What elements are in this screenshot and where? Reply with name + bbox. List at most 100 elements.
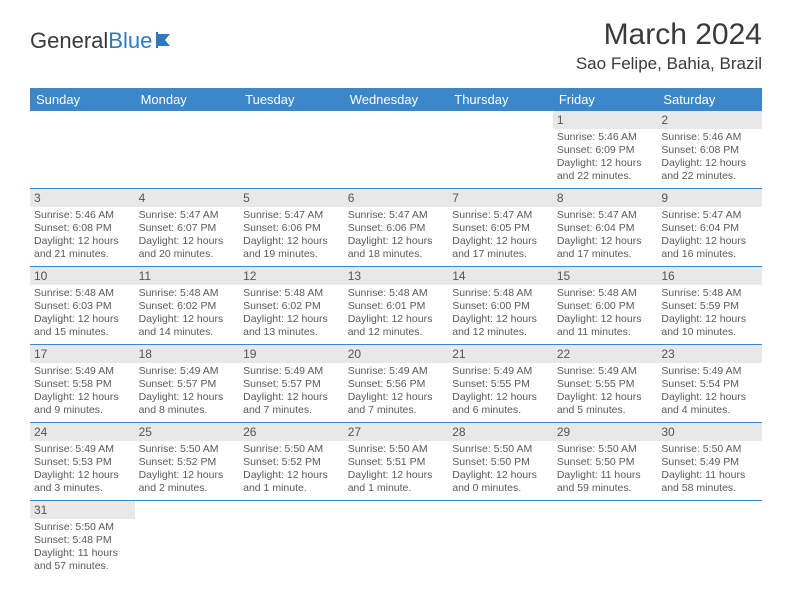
day-details: Sunrise: 5:47 AMSunset: 6:07 PMDaylight:… <box>135 207 240 261</box>
day-detail-line: and 2 minutes. <box>139 482 236 495</box>
calendar-empty-cell <box>448 111 553 189</box>
day-detail-line: Daylight: 12 hours <box>661 313 758 326</box>
calendar-table: SundayMondayTuesdayWednesdayThursdayFrid… <box>30 88 762 579</box>
calendar-empty-cell <box>135 111 240 189</box>
day-detail-line: Sunset: 6:09 PM <box>557 144 654 157</box>
day-number: 20 <box>344 345 449 363</box>
day-detail-line: and 12 minutes. <box>348 326 445 339</box>
day-detail-line: Sunrise: 5:46 AM <box>557 131 654 144</box>
calendar-day-cell: 17 Sunrise: 5:49 AMSunset: 5:58 PMDayligh… <box>30 345 135 423</box>
day-number: 24 <box>30 423 135 441</box>
day-detail-line: and 10 minutes. <box>661 326 758 339</box>
calendar-day-cell: 2Sunrise: 5:46 AMSunset: 6:08 PMDaylight… <box>657 111 762 189</box>
day-number: 29 <box>553 423 658 441</box>
calendar-empty-cell <box>657 501 762 579</box>
day-detail-line: and 17 minutes. <box>452 248 549 261</box>
calendar-week-row: 17Sunrise: 5:49 AMSunset: 5:58 PMDayligh… <box>30 345 762 423</box>
day-detail-line: Sunset: 5:54 PM <box>661 378 758 391</box>
day-details: Sunrise: 5:50 AMSunset: 5:50 PMDaylight:… <box>553 441 658 495</box>
day-detail-line: and 14 minutes. <box>139 326 236 339</box>
day-detail-line: Sunset: 5:48 PM <box>34 534 131 547</box>
day-detail-line: Daylight: 12 hours <box>348 235 445 248</box>
day-number: 17 <box>30 345 135 363</box>
day-detail-line: Sunset: 6:03 PM <box>34 300 131 313</box>
day-detail-line: Daylight: 12 hours <box>557 313 654 326</box>
day-detail-line: Sunrise: 5:49 AM <box>34 365 131 378</box>
day-details: Sunrise: 5:48 AMSunset: 5:59 PMDaylight:… <box>657 285 762 339</box>
day-detail-line: Sunset: 5:56 PM <box>348 378 445 391</box>
day-number: 30 <box>657 423 762 441</box>
day-detail-line: Sunrise: 5:50 AM <box>139 443 236 456</box>
day-detail-line: and 20 minutes. <box>139 248 236 261</box>
day-detail-line: Daylight: 12 hours <box>34 391 131 404</box>
day-detail-line: Sunset: 5:58 PM <box>34 378 131 391</box>
day-details: Sunrise: 5:46 AMSunset: 6:08 PMDaylight:… <box>30 207 135 261</box>
day-number: 23 <box>657 345 762 363</box>
location: Sao Felipe, Bahia, Brazil <box>576 54 762 74</box>
day-number: 3 <box>30 189 135 207</box>
month-title: March 2024 <box>576 18 762 52</box>
day-detail-line: Sunrise: 5:50 AM <box>34 521 131 534</box>
calendar-day-cell: 14Sunrise: 5:48 AMSunset: 6:00 PMDayligh… <box>448 267 553 345</box>
day-detail-line: Daylight: 12 hours <box>348 313 445 326</box>
day-number: 31 <box>30 501 135 519</box>
day-detail-line: Daylight: 12 hours <box>243 391 340 404</box>
weekday-header: Friday <box>553 88 658 111</box>
day-detail-line: Daylight: 12 hours <box>243 313 340 326</box>
day-number: 21 <box>448 345 553 363</box>
calendar-day-cell: 21Sunrise: 5:49 AMSunset: 5:55 PMDayligh… <box>448 345 553 423</box>
calendar-day-cell: 8 Sunrise: 5:47 AMSunset: 6:04 PMDaylight… <box>553 189 658 267</box>
day-detail-line: Daylight: 12 hours <box>452 235 549 248</box>
weekday-header: Tuesday <box>239 88 344 111</box>
day-number: 25 <box>135 423 240 441</box>
day-details: Sunrise: 5:48 AMSunset: 6:02 PMDaylight:… <box>239 285 344 339</box>
calendar-day-cell: 7Sunrise: 5:47 AMSunset: 6:05 PMDaylight… <box>448 189 553 267</box>
calendar-empty-cell <box>239 111 344 189</box>
day-number: 6 <box>344 189 449 207</box>
calendar-day-cell: 5Sunrise: 5:47 AMSunset: 6:06 PMDaylight… <box>239 189 344 267</box>
day-detail-line: and 18 minutes. <box>348 248 445 261</box>
day-detail-line: Sunrise: 5:47 AM <box>661 209 758 222</box>
day-detail-line: Sunset: 5:52 PM <box>139 456 236 469</box>
day-detail-line: Sunset: 5:57 PM <box>139 378 236 391</box>
day-details: Sunrise: 5:50 AMSunset: 5:52 PMDaylight:… <box>239 441 344 495</box>
day-detail-line: Daylight: 12 hours <box>557 235 654 248</box>
day-detail-line: Sunrise: 5:47 AM <box>452 209 549 222</box>
day-detail-line: and 11 minutes. <box>557 326 654 339</box>
day-detail-line: Sunrise: 5:50 AM <box>243 443 340 456</box>
day-detail-line: Sunset: 6:04 PM <box>557 222 654 235</box>
day-details: Sunrise: 5:49 AMSunset: 5:53 PMDaylight:… <box>30 441 135 495</box>
day-detail-line: and 3 minutes. <box>34 482 131 495</box>
calendar-empty-cell <box>135 501 240 579</box>
day-number: 18 <box>135 345 240 363</box>
calendar-day-cell: 9Sunrise: 5:47 AMSunset: 6:04 PMDaylight… <box>657 189 762 267</box>
day-detail-line: and 0 minutes. <box>452 482 549 495</box>
calendar-day-cell: 22Sunrise: 5:49 AMSunset: 5:55 PMDayligh… <box>553 345 658 423</box>
day-detail-line: and 17 minutes. <box>557 248 654 261</box>
calendar-empty-cell <box>30 111 135 189</box>
title-block: March 2024 Sao Felipe, Bahia, Brazil <box>576 18 762 74</box>
day-detail-line: Sunrise: 5:48 AM <box>661 287 758 300</box>
day-detail-line: Daylight: 12 hours <box>348 469 445 482</box>
day-detail-line: and 6 minutes. <box>452 404 549 417</box>
day-detail-line: Sunset: 6:06 PM <box>348 222 445 235</box>
day-detail-line: Sunrise: 5:48 AM <box>452 287 549 300</box>
calendar-day-cell: 18Sunrise: 5:49 AMSunset: 5:57 PMDayligh… <box>135 345 240 423</box>
day-detail-line: Sunrise: 5:48 AM <box>243 287 340 300</box>
day-detail-line: Sunset: 5:50 PM <box>557 456 654 469</box>
calendar-day-cell: 12Sunrise: 5:48 AMSunset: 6:02 PMDayligh… <box>239 267 344 345</box>
calendar-body: 1Sunrise: 5:46 AMSunset: 6:09 PMDaylight… <box>30 111 762 579</box>
day-details: Sunrise: 5:49 AMSunset: 5:55 PMDaylight:… <box>553 363 658 417</box>
day-detail-line: Sunrise: 5:47 AM <box>557 209 654 222</box>
day-detail-line: Daylight: 12 hours <box>34 469 131 482</box>
day-number: 19 <box>239 345 344 363</box>
day-details: Sunrise: 5:50 AMSunset: 5:49 PMDaylight:… <box>657 441 762 495</box>
day-detail-line: Sunset: 6:01 PM <box>348 300 445 313</box>
day-detail-line: Sunset: 6:08 PM <box>661 144 758 157</box>
day-detail-line: Sunrise: 5:47 AM <box>348 209 445 222</box>
day-number: 8 <box>553 189 658 207</box>
header: GeneralBlue March 2024 Sao Felipe, Bahia… <box>0 0 792 82</box>
day-detail-line: and 59 minutes. <box>557 482 654 495</box>
day-detail-line: Daylight: 11 hours <box>557 469 654 482</box>
logo-text-blue: Blue <box>108 28 152 54</box>
